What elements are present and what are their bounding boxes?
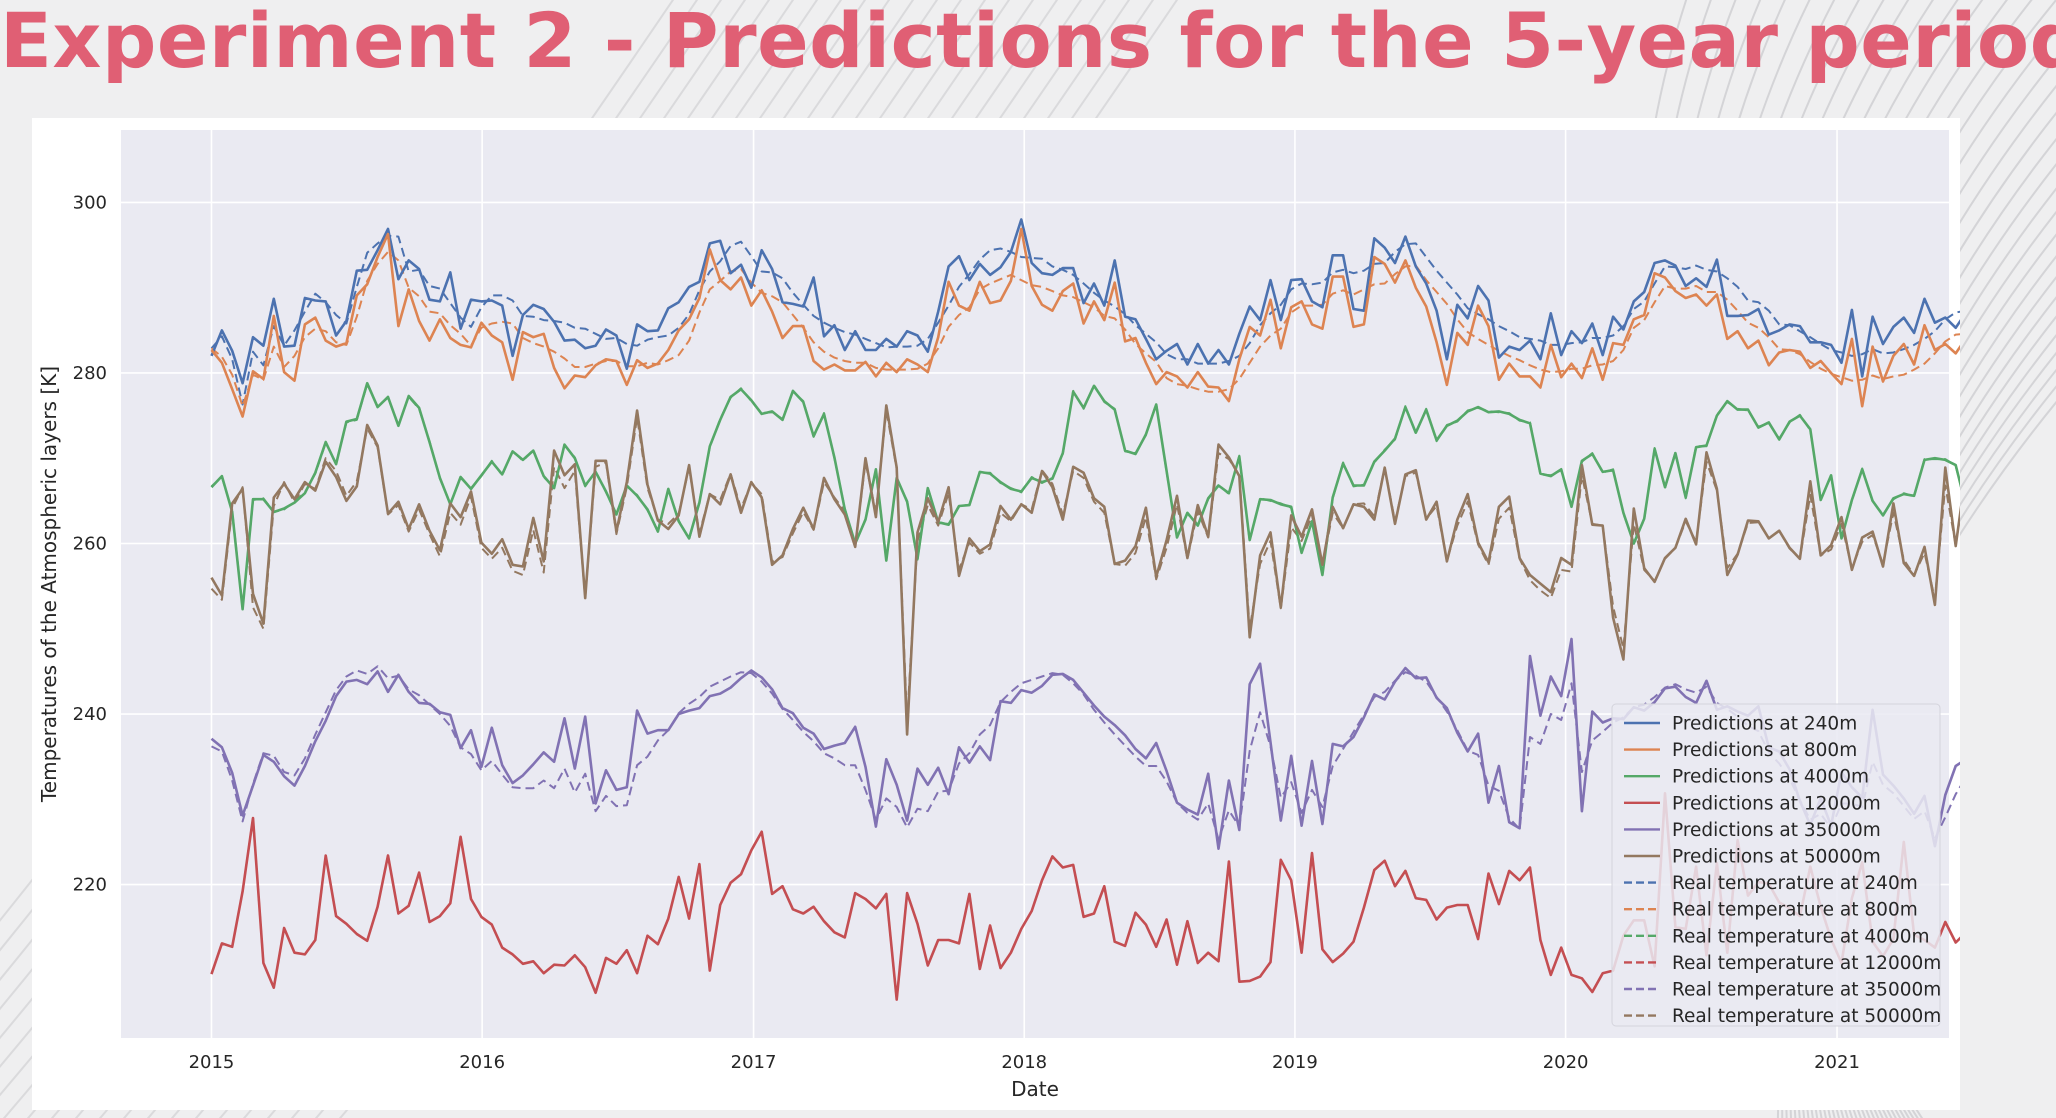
y-tick-labels: 220 240 260 280 300 bbox=[73, 192, 107, 895]
y-tick-label: 240 bbox=[73, 704, 107, 725]
legend-label: Real temperature at 4000m bbox=[1672, 926, 1930, 947]
chart-panel: 2015 2016 2017 2018 2019 2020 2021 220 240 260 28… bbox=[32, 118, 1960, 1110]
legend-label: Predictions at 800m bbox=[1672, 740, 1857, 761]
prediction-series-line-1 bbox=[210, 227, 1960, 418]
legend-label: Real temperature at 50000m bbox=[1672, 1006, 1941, 1027]
legend-label: Predictions at 35000m bbox=[1672, 820, 1881, 841]
x-tick-label: 2020 bbox=[1543, 1052, 1589, 1073]
legend-label: Real temperature at 240m bbox=[1672, 873, 1918, 894]
x-tick-label: 2018 bbox=[1001, 1052, 1047, 1073]
legend-label: Predictions at 4000m bbox=[1672, 767, 1869, 788]
legend-label: Predictions at 50000m bbox=[1672, 847, 1881, 868]
y-tick-label: 280 bbox=[73, 363, 107, 384]
real-series-line-0 bbox=[210, 234, 1960, 406]
y-axis-title: Temperatures of the Atmospheric layers [… bbox=[37, 366, 61, 803]
x-axis-title: Date bbox=[1011, 1077, 1059, 1101]
prediction-series-line-3 bbox=[210, 791, 1960, 1001]
x-tick-labels: 2015 2016 2017 2018 2019 2020 2021 bbox=[189, 1052, 1860, 1073]
legend: Predictions at 240m Predictions at 800m Pr… bbox=[1611, 703, 1941, 1027]
y-tick-label: 300 bbox=[73, 192, 107, 213]
x-tick-label: 2015 bbox=[189, 1052, 235, 1073]
legend-label: Predictions at 12000m bbox=[1672, 793, 1881, 814]
y-tick-label: 220 bbox=[73, 875, 107, 896]
prediction-series-line-0 bbox=[210, 218, 1960, 385]
x-tick-label: 2019 bbox=[1272, 1052, 1318, 1073]
x-tick-label: 2021 bbox=[1814, 1052, 1860, 1073]
legend-label: Real temperature at 35000m bbox=[1672, 980, 1941, 1001]
prediction-series-line-5 bbox=[210, 404, 1960, 736]
slide-title: Experiment 2 - Predictions for the 5-yea… bbox=[0, 0, 2056, 85]
legend-label: Predictions at 240m bbox=[1672, 714, 1857, 735]
x-tick-label: 2017 bbox=[731, 1052, 777, 1073]
legend-box bbox=[1611, 703, 1941, 1027]
x-tick-label: 2016 bbox=[459, 1052, 505, 1073]
legend-label: Real temperature at 12000m bbox=[1672, 953, 1941, 974]
y-tick-label: 260 bbox=[73, 534, 107, 555]
legend-label: Real temperature at 800m bbox=[1672, 900, 1918, 921]
line-chart: 2015 2016 2017 2018 2019 2020 2021 220 240 260 28… bbox=[37, 130, 1960, 1101]
prediction-series-line-2 bbox=[210, 381, 1960, 611]
